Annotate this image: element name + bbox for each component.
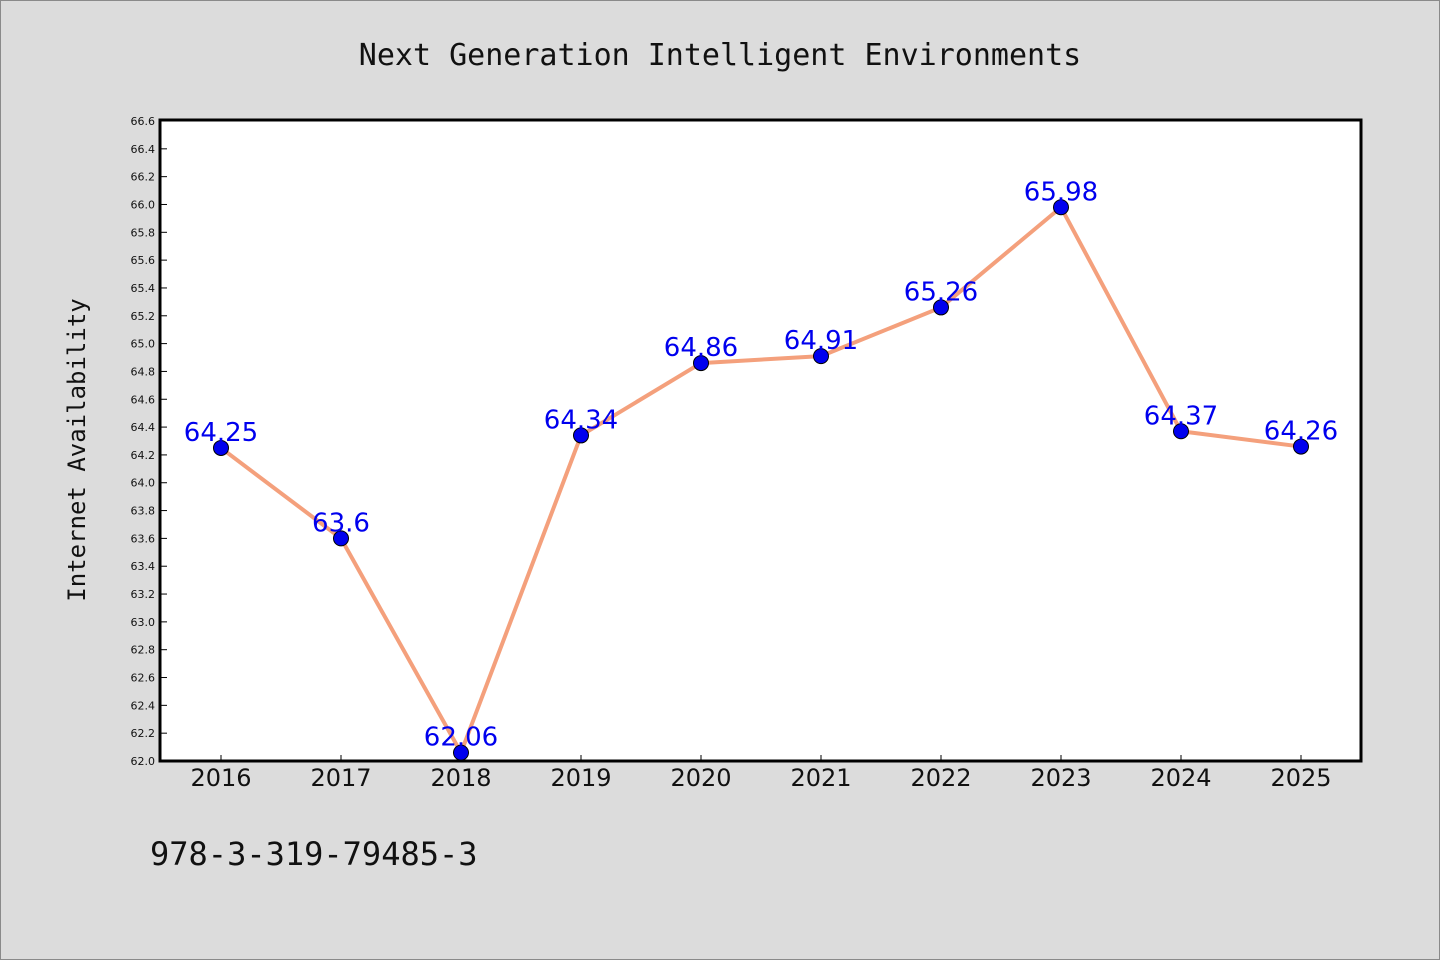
y-axis-ticks: 62.0 62.2 62.4 62.6 62.8 63.0 63.2 63.4 63.6 63.8…	[131, 115, 167, 768]
data-point	[693, 355, 709, 372]
y-tick-label: 65.6	[131, 254, 156, 267]
data-point	[213, 439, 229, 456]
chart-title: Next Generation Intelligent Environments	[359, 38, 1081, 73]
data-label: 64.26	[1264, 417, 1338, 447]
y-tick-label: 64.4	[131, 421, 156, 434]
y-tick-label: 66.4	[131, 143, 156, 156]
x-tick-label: 2019	[550, 764, 611, 792]
y-tick-label: 62.4	[131, 699, 156, 712]
data-label: 65.26	[904, 277, 978, 307]
series-markers	[213, 199, 1309, 761]
x-tick-label: 2022	[910, 764, 971, 792]
y-tick-label: 66.2	[131, 171, 156, 184]
y-tick-label: 62.2	[131, 727, 156, 740]
data-label: 64.91	[784, 326, 858, 356]
x-tick-label: 2024	[1150, 764, 1211, 792]
series-lines	[219, 205, 1302, 755]
data-label: 64.25	[184, 418, 258, 448]
data-point	[933, 299, 949, 316]
y-tick-label: 63.4	[131, 560, 156, 573]
x-tick-label: 2023	[1030, 764, 1091, 792]
y-tick-label: 64.6	[131, 393, 156, 406]
y-tick-label: 65.8	[131, 226, 156, 239]
data-label: 63.6	[312, 508, 370, 538]
y-tick-label: 65.4	[131, 282, 156, 295]
data-label: 62.06	[424, 723, 498, 753]
x-tick-label: 2025	[1270, 764, 1331, 792]
x-tick-label: 2021	[790, 764, 851, 792]
plot-area	[158, 118, 1363, 763]
y-tick-label: 65.0	[131, 338, 156, 351]
x-tick-label: 2016	[190, 764, 251, 792]
data-point	[1173, 423, 1189, 440]
y-tick-label: 63.8	[131, 505, 156, 518]
data-labels: 64.25 63.6 62.06 64.34 64.86 64.91 65.26 65.98 6…	[184, 177, 1338, 752]
data-label: 64.37	[1144, 401, 1218, 431]
data-point	[1293, 438, 1309, 455]
data-point	[333, 530, 349, 547]
y-axis-label: Internet Availability	[63, 298, 91, 601]
isbn-footer: 978-3-319-79485-3	[150, 835, 478, 873]
data-point	[813, 348, 829, 365]
data-point	[1053, 199, 1069, 216]
data-label: 64.86	[664, 333, 738, 363]
y-tick-label: 66.0	[131, 198, 156, 211]
y-tick-label: 62.6	[131, 672, 156, 685]
x-axis-ticks: 2016 2017 2018 2019 2020 2021 2022 2023 2024 2025	[190, 755, 1332, 792]
y-tick-label: 64.2	[131, 449, 156, 462]
y-tick-label: 62.0	[131, 755, 156, 768]
y-tick-label: 63.0	[131, 616, 156, 629]
data-point	[573, 427, 589, 444]
x-tick-label: 2020	[670, 764, 731, 792]
data-label: 65.98	[1024, 177, 1098, 207]
x-tick-label: 2017	[310, 764, 371, 792]
y-tick-label: 63.6	[131, 532, 156, 545]
y-tick-label: 65.2	[131, 310, 156, 323]
y-tick-label: 64.8	[131, 365, 156, 378]
y-tick-label: 64.0	[131, 477, 156, 490]
series-line	[219, 205, 1302, 755]
data-label: 64.34	[544, 405, 618, 435]
y-tick-label: 63.2	[131, 588, 156, 601]
data-point	[453, 744, 469, 761]
x-tick-label: 2018	[430, 764, 491, 792]
y-tick-label: 62.8	[131, 644, 156, 657]
y-tick-label: 66.6	[131, 115, 156, 128]
